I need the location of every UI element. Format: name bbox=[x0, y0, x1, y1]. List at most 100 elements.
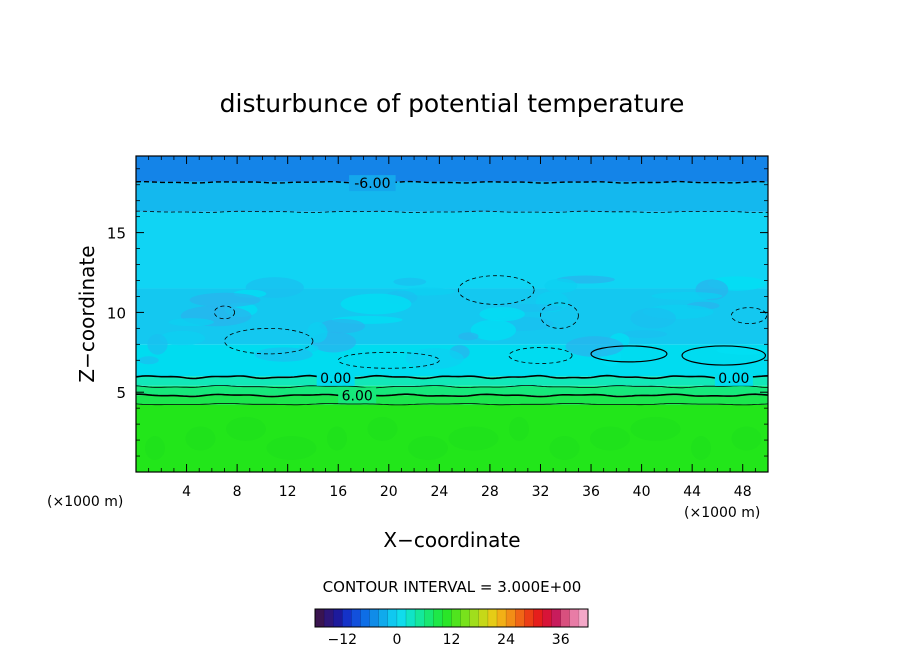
colorbar-swatch bbox=[360, 609, 370, 627]
y-tick-label: 10 bbox=[107, 304, 126, 322]
contour-label-bg bbox=[714, 369, 753, 386]
field-patch bbox=[168, 318, 214, 327]
colorbar-frame bbox=[314, 608, 589, 628]
field-patch-lower bbox=[691, 436, 712, 461]
x-tick-label: 48 bbox=[734, 484, 752, 500]
colorbar-tick-label: 12 bbox=[443, 632, 461, 648]
x-tick-label: 36 bbox=[582, 484, 600, 500]
x-tick-label: 28 bbox=[481, 484, 499, 500]
field-layer-1 bbox=[136, 395, 768, 405]
field-patch-lower bbox=[630, 416, 681, 441]
x-axis-ticks: 4 8 12 16 20 24 28 32 36 40 44 48 bbox=[148, 156, 756, 500]
field-patch bbox=[565, 336, 624, 357]
colorbar bbox=[314, 608, 589, 628]
field-layer-6 bbox=[136, 211, 768, 289]
field-patch-lower bbox=[731, 426, 762, 451]
colorbar-swatch bbox=[460, 609, 471, 627]
x-tick-label: 16 bbox=[329, 484, 347, 500]
contour-line-6 bbox=[136, 393, 768, 398]
colorbar-swatch bbox=[542, 609, 552, 627]
field-patch bbox=[470, 319, 517, 341]
colorbar-swatch bbox=[524, 609, 534, 627]
contour-closed-negative bbox=[337, 351, 440, 369]
contour-label: 0.00 bbox=[718, 371, 749, 387]
field-patch-lower bbox=[326, 426, 347, 451]
field-patch bbox=[307, 321, 328, 343]
field-layer-8 bbox=[136, 156, 768, 182]
x-tick-label: 32 bbox=[532, 484, 550, 500]
field-patch bbox=[319, 318, 366, 334]
x-tick-label: 40 bbox=[633, 484, 651, 500]
field-patch bbox=[716, 346, 768, 355]
field-patch bbox=[340, 293, 412, 315]
colorbar-swatch bbox=[387, 609, 398, 627]
contour-line-3 bbox=[136, 385, 768, 389]
x-unit-right: (×1000 m) bbox=[684, 505, 760, 521]
x-axis-label: X−coordinate bbox=[383, 528, 520, 552]
contour-closed-negative bbox=[224, 327, 314, 355]
contour-closed-negative bbox=[213, 305, 235, 320]
colorbar-swatch bbox=[533, 609, 543, 627]
field-patch-lower bbox=[225, 416, 266, 441]
field-patch bbox=[138, 356, 159, 365]
y-tick-label: 15 bbox=[107, 225, 126, 243]
contour-closed-negative bbox=[730, 307, 768, 324]
field-patch bbox=[189, 292, 261, 308]
field-patch bbox=[479, 306, 525, 322]
colorbar-swatch bbox=[451, 609, 461, 627]
field-patch bbox=[651, 291, 723, 300]
colorbar-swatch bbox=[333, 609, 343, 627]
field-patch bbox=[159, 330, 206, 346]
colorbar-swatch bbox=[396, 609, 407, 627]
field-layer-7 bbox=[136, 181, 768, 212]
x-tick-label: 20 bbox=[380, 484, 398, 500]
field-patch-lower bbox=[448, 426, 499, 451]
x-tick-label: 12 bbox=[279, 484, 297, 500]
chart-title: disturbunce of potential temperature bbox=[220, 89, 685, 118]
contour-lines bbox=[136, 180, 768, 406]
colorbar-tick-label: 0 bbox=[392, 632, 401, 648]
y-tick-label: 5 bbox=[116, 384, 126, 402]
x-tick-label: 4 bbox=[182, 484, 191, 500]
colorbar-swatch bbox=[351, 609, 361, 627]
field-patch bbox=[147, 333, 168, 355]
colorbar-swatch bbox=[487, 609, 498, 627]
contour-closed-positive bbox=[590, 345, 668, 363]
colorbar-swatch bbox=[478, 609, 489, 627]
colorbar-swatch bbox=[433, 609, 443, 627]
field-patch bbox=[393, 277, 427, 286]
colorbar-swatch bbox=[578, 609, 589, 627]
contour-line-minus-6 bbox=[136, 180, 768, 184]
field-patch bbox=[630, 307, 676, 329]
contour-label: 6.00 bbox=[342, 388, 373, 404]
field-layer-3 bbox=[136, 376, 768, 386]
contour-labels: -6.000.00 0.006.00 bbox=[316, 175, 753, 404]
field-patch-lower bbox=[367, 416, 398, 441]
colorbar-swatch bbox=[342, 609, 352, 627]
field-patch bbox=[405, 348, 464, 369]
contour-closed-negative bbox=[540, 302, 579, 329]
colorbar-swatch bbox=[442, 609, 452, 627]
field-patch-lower bbox=[508, 416, 529, 441]
contour-closed-negative bbox=[457, 275, 535, 305]
contour-line-minus-3 bbox=[136, 210, 768, 214]
colorbar-swatch bbox=[560, 609, 571, 627]
colorbar-tick-label: −12 bbox=[328, 632, 358, 648]
colorbar-swatch bbox=[424, 609, 434, 627]
contour-line-9 bbox=[136, 403, 768, 406]
colorbar-swatch bbox=[369, 609, 380, 627]
temperature-field-patches bbox=[138, 275, 768, 461]
field-patch bbox=[254, 347, 313, 362]
colorbar-swatch bbox=[415, 609, 425, 627]
colorbar-swatch bbox=[406, 609, 416, 627]
x-tick-label: 8 bbox=[233, 484, 242, 500]
field-patch bbox=[458, 332, 479, 341]
colorbar-tick-labels: −12 0 12 24 36 bbox=[328, 632, 570, 648]
colorbar-swatch bbox=[315, 609, 325, 627]
y-axis-ticks: 5 10 15 bbox=[107, 168, 768, 457]
x-unit-left: (×1000 m) bbox=[47, 494, 123, 510]
contour-label: -6.00 bbox=[354, 176, 390, 192]
field-patch bbox=[544, 278, 578, 293]
x-tick-label: 24 bbox=[430, 484, 448, 500]
